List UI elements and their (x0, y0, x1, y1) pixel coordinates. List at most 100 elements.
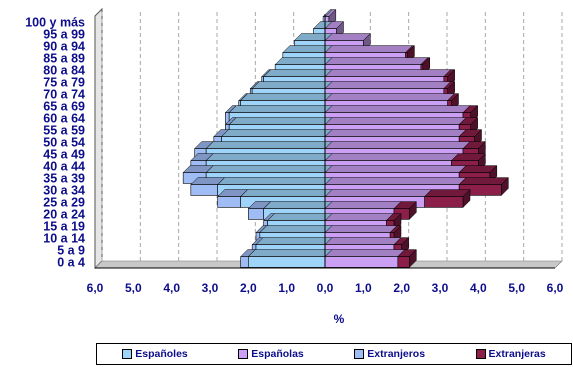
bar-espanoles-10-top (220, 129, 333, 137)
age-group-label: 65 a 69 (43, 100, 85, 114)
legend-label-espanoles: Españoles (135, 348, 188, 360)
bar-extranjeras-0 (397, 248, 417, 269)
x-tick-label: 3,0 (202, 281, 219, 295)
bar-espanolas-5-top (324, 189, 433, 197)
bar-espanoles-0-top (247, 249, 333, 257)
bar-extranjeros-0-front (240, 256, 249, 268)
bar-espanolas-6-top (324, 177, 467, 185)
age-group-label: 100 y más (25, 16, 85, 30)
legend-item-extranjeras: Extranjeras (475, 348, 546, 360)
bar-extranjeras-5-front (424, 196, 464, 208)
bar-espanoles-1-top (255, 237, 333, 245)
bar-espanolas-15-top (324, 69, 452, 77)
age-group-label: 55 a 59 (43, 124, 85, 138)
bar-espanoles-7-top (205, 165, 333, 173)
legend-item-espanolas: Españolas (238, 348, 304, 360)
x-tick-label: 4,0 (163, 281, 180, 295)
bar-espanolas-18-top (324, 33, 371, 41)
age-group-label: 20 a 24 (43, 208, 85, 222)
age-group-label: 40 a 44 (43, 160, 85, 174)
age-group-label: 60 a 64 (43, 112, 85, 126)
bar-espanoles-11-top (228, 117, 333, 125)
chart-legend: Españoles Españolas Extranjeros Extranje… (96, 343, 572, 365)
bar-espanolas-16-top (324, 57, 429, 65)
chart-axes (95, 14, 555, 269)
bar-espanolas-14-top (324, 81, 452, 89)
age-group-label: 0 a 4 (57, 256, 85, 270)
bar-espanoles-9-top (205, 141, 333, 149)
age-group-label: 25 a 29 (43, 196, 85, 210)
x-tick-label: 0,0 (317, 281, 334, 295)
chart-bars (182, 8, 509, 269)
bar-espanolas-10-top (324, 129, 467, 137)
age-group-label: 95 a 99 (43, 28, 85, 42)
bar-espanolas-7-top (324, 165, 467, 173)
x-tick-label: 2,0 (240, 281, 257, 295)
bar-espanoles-13-top (240, 93, 333, 101)
bar-espanolas-0-front (324, 256, 399, 268)
legend-swatch-espanoles (122, 349, 133, 359)
x-tick-label: 1,0 (355, 281, 372, 295)
bar-espanolas-1-top (324, 237, 402, 245)
x-tick-label: 6,0 (87, 281, 104, 295)
legend-label-extranjeras: Extranjeras (488, 348, 546, 360)
bar-espanoles-15-top (263, 69, 333, 77)
legend-swatch-espanolas (238, 349, 249, 359)
bar-espanoles-16-top (274, 57, 333, 65)
bar-espanoles-14-top (251, 81, 333, 89)
bar-espanolas-9-top (324, 141, 471, 149)
legend-label-espanolas: Españolas (251, 348, 304, 360)
bar-extranjeras-5-top (424, 189, 471, 197)
age-group-label: 10 a 14 (43, 232, 85, 246)
x-tick-label: 5,0 (125, 281, 142, 295)
age-group-label: 5 a 9 (57, 244, 85, 258)
x-tick-label: 1,0 (278, 281, 295, 295)
x-tick-label: 6,0 (547, 281, 564, 295)
bar-espanoles-2-top (259, 225, 333, 233)
legend-label-extranjeros: Extranjeros (367, 348, 426, 360)
age-group-label: 35 a 39 (43, 172, 85, 186)
percent-tick-labels: 6,0 5,0 4,0 3,0 2,0 1,0 0,0 1,0 2,0 3,0 4,0 5,0 6,0 (87, 281, 564, 295)
bar-espanolas-0 (324, 248, 406, 269)
age-group-label: 80 a 84 (43, 64, 85, 78)
age-group-label: 75 a 79 (43, 76, 85, 90)
x-tick-label: 2,0 (393, 281, 410, 295)
bar-extranjeras-0-front (397, 256, 410, 268)
legend-swatch-extranjeras (475, 349, 486, 359)
bar-espanoles-8-top (205, 153, 333, 161)
bar-espanolas-3-top (324, 213, 394, 221)
age-group-label: 70 a 74 (43, 88, 85, 102)
bar-extranjeras-4 (393, 200, 417, 221)
age-group-label: 50 a 54 (43, 136, 85, 150)
bar-espanolas-4-top (324, 201, 402, 209)
bar-espanoles-0-front (248, 256, 326, 268)
age-group-label: 90 a 94 (43, 40, 85, 54)
bar-espanolas-0-top (324, 249, 406, 257)
bar-espanoles-3-top (266, 213, 333, 221)
x-tick-label: 5,0 (508, 281, 525, 295)
bar-espanoles-5-top (240, 189, 333, 197)
x-tick-label: 4,0 (470, 281, 487, 295)
legend-item-espanoles: Españoles (122, 348, 188, 360)
bar-espanolas-11-top (324, 117, 467, 125)
bar-espanolas-12-top (324, 105, 471, 113)
bar-espanolas-2-top (324, 225, 398, 233)
x-tick-label: 3,0 (432, 281, 449, 295)
left-side-wall (94, 7, 103, 270)
bar-espanoles-6-top (217, 177, 333, 185)
bar-extranjeros-6-front (190, 184, 218, 196)
bar-espanolas-17-top (324, 45, 414, 53)
legend-swatch-extranjeros (354, 349, 365, 359)
bar-espanoles-4-top (263, 201, 333, 209)
bar-extranjeras-5 (424, 188, 471, 209)
age-group-label: 85 a 89 (43, 52, 85, 66)
bar-extranjeras-6 (458, 176, 509, 197)
age-group-label: 30 a 34 (43, 184, 85, 198)
legend-item-extranjeros: Extranjeros (354, 348, 425, 360)
bar-espanolas-8-top (324, 153, 460, 161)
bar-espanoles-12-top (228, 105, 333, 113)
age-group-label: 15 a 19 (43, 220, 85, 234)
bar-espanolas-13-top (324, 93, 456, 101)
